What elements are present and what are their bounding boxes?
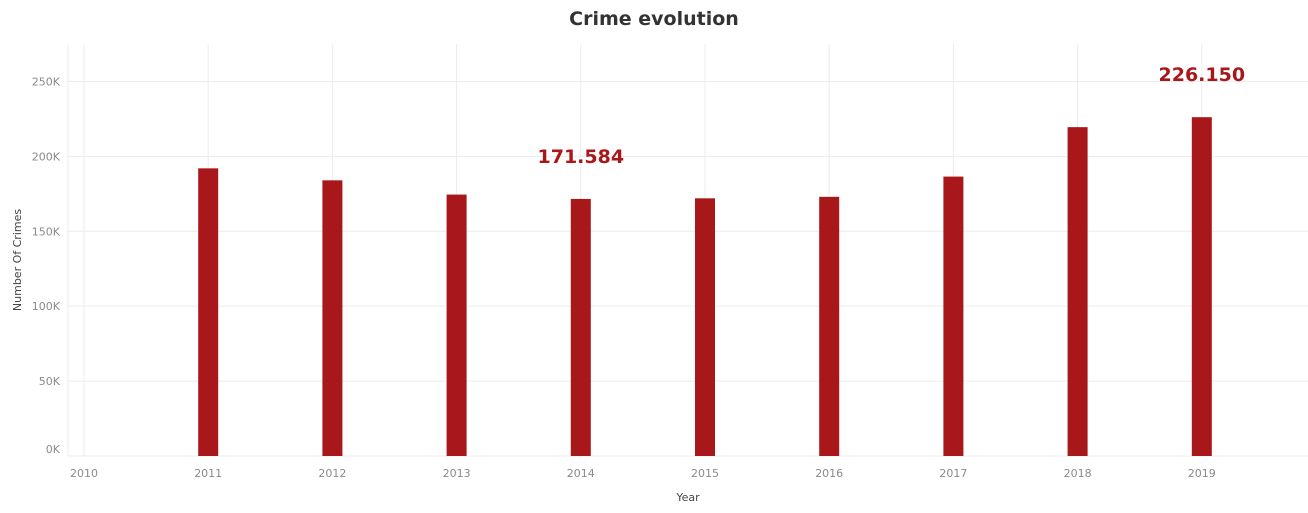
x-tick-label: 2016	[815, 467, 843, 480]
x-axis-title: Year	[675, 491, 700, 504]
x-tick-label: 2017	[939, 467, 967, 480]
y-tick-label: 200K	[32, 150, 61, 163]
y-tick-label: 0K	[46, 443, 61, 456]
data-label-2014: 171.584	[538, 146, 625, 168]
x-tick-label: 2012	[318, 467, 346, 480]
bar-2013[interactable]	[446, 194, 467, 457]
bar-2014[interactable]	[570, 198, 591, 456]
grid	[67, 44, 1308, 457]
bar-2016[interactable]	[819, 196, 840, 456]
bar-2015[interactable]	[695, 198, 715, 456]
data-label-2019: 226.150	[1159, 64, 1246, 86]
bar-2017[interactable]	[943, 176, 964, 456]
x-tick-label: 2018	[1064, 467, 1092, 480]
bar-2012[interactable]	[322, 180, 343, 457]
x-axis-ticks: 2010 2011 2012 2013 2014 2015 2016 2017 2018 2019…	[70, 467, 1216, 480]
y-axis-ticks: 0K 50K 100K 150K 200K 250K	[32, 75, 61, 456]
y-tick-label: 250K	[32, 75, 61, 88]
y-tick-label: 100K	[32, 300, 61, 313]
chart-title: Crime evolution	[569, 8, 739, 30]
x-tick-label: 2014	[567, 467, 595, 480]
y-tick-label: 150K	[32, 225, 61, 238]
data-labels: 171.584 226.150	[538, 64, 1246, 168]
x-tick-label: 2015	[691, 467, 719, 480]
x-tick-label: 2011	[194, 467, 222, 480]
x-tick-label: 2010	[70, 467, 98, 480]
bars	[198, 117, 1212, 457]
y-axis-title: Number Of Crimes	[11, 209, 24, 311]
x-tick-label: 2019	[1188, 467, 1216, 480]
y-tick-label: 50K	[39, 375, 61, 388]
bar-2011[interactable]	[198, 168, 219, 456]
bar-2018[interactable]	[1067, 127, 1088, 456]
x-tick-label: 2013	[443, 467, 471, 480]
bar-2019[interactable]	[1191, 117, 1212, 456]
